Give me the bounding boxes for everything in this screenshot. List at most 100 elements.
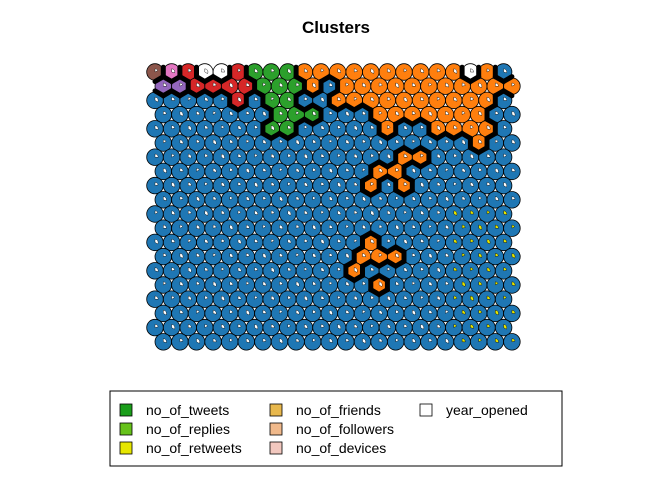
codebook-segment bbox=[478, 309, 483, 314]
codebook-segment bbox=[337, 238, 341, 243]
codebook-segment bbox=[204, 295, 209, 300]
codebook-segment bbox=[171, 295, 175, 300]
codebook-segment bbox=[154, 210, 159, 215]
codebook-segment bbox=[204, 96, 209, 102]
codebook-segment bbox=[229, 167, 234, 172]
codebook-segment bbox=[254, 153, 258, 158]
codebook-segment bbox=[188, 267, 192, 273]
cluster-boundary bbox=[384, 159, 399, 170]
codebook-segment bbox=[279, 309, 283, 314]
codebook-segment bbox=[403, 238, 408, 245]
cluster-boundaries bbox=[152, 64, 515, 298]
codebook-segment bbox=[254, 96, 258, 101]
codebook-segment bbox=[154, 68, 159, 73]
codebook-segment bbox=[271, 68, 275, 73]
codebook-segment bbox=[262, 309, 267, 314]
codebook-segment bbox=[295, 167, 300, 173]
codebook-segment bbox=[254, 324, 258, 330]
codebook-segment bbox=[154, 96, 159, 103]
codebook-segment bbox=[304, 125, 308, 130]
codebook-segment bbox=[179, 82, 184, 87]
codebook-segment bbox=[354, 96, 358, 101]
codebook-segment bbox=[229, 139, 234, 144]
som-units bbox=[146, 63, 521, 351]
codebook-segment bbox=[154, 267, 159, 272]
codebook-segment bbox=[163, 139, 167, 144]
codebook-segment bbox=[428, 196, 433, 201]
codebook-segment bbox=[486, 210, 491, 215]
codebook-segment bbox=[445, 224, 449, 230]
codebook-segment bbox=[304, 295, 308, 302]
codebook-segment bbox=[445, 111, 449, 115]
codebook-segment bbox=[312, 196, 316, 201]
codebook-segment bbox=[246, 139, 250, 144]
codebook-segment bbox=[412, 167, 416, 174]
codebook-segment bbox=[511, 82, 516, 87]
codebook-segment bbox=[470, 153, 474, 160]
codebook-segment bbox=[212, 139, 217, 145]
codebook-segment bbox=[387, 267, 391, 272]
codebook-segment bbox=[461, 224, 466, 229]
codebook-segment bbox=[370, 324, 374, 328]
codebook-segment bbox=[329, 196, 333, 201]
codebook-segment bbox=[320, 295, 325, 300]
codebook-segment bbox=[179, 111, 184, 117]
codebook-segment bbox=[337, 96, 341, 101]
codebook-segment bbox=[320, 125, 325, 130]
codebook-segment bbox=[511, 167, 516, 172]
codebook-segment bbox=[461, 167, 466, 173]
codebook-segment bbox=[470, 267, 474, 272]
codebook-segment bbox=[154, 295, 159, 300]
codebook-segment bbox=[428, 309, 433, 314]
codebook-segment bbox=[495, 196, 499, 201]
codebook-segment bbox=[362, 338, 366, 344]
codebook-segment bbox=[262, 196, 267, 201]
codebook-segment bbox=[387, 153, 391, 160]
codebook-segment bbox=[337, 267, 341, 272]
codebook-segment bbox=[486, 96, 491, 103]
codebook-segment bbox=[470, 125, 474, 130]
codebook-segment bbox=[271, 210, 275, 215]
codebook-segment bbox=[329, 111, 333, 115]
codebook-segment bbox=[511, 338, 516, 343]
legend-swatch bbox=[269, 422, 283, 436]
codebook-segment bbox=[312, 253, 317, 258]
codebook-segment bbox=[503, 267, 507, 272]
codebook-segment bbox=[387, 324, 391, 329]
codebook-segment bbox=[271, 96, 275, 101]
codebook-segment bbox=[495, 139, 499, 144]
cluster-boundary bbox=[368, 187, 382, 198]
codebook-segment bbox=[437, 210, 441, 215]
codebook-segment bbox=[229, 224, 234, 231]
codebook-segment bbox=[437, 153, 441, 159]
legend-swatch bbox=[119, 441, 133, 455]
codebook-segment bbox=[279, 253, 283, 257]
codebook-segment bbox=[345, 309, 350, 314]
codebook-segment bbox=[420, 68, 424, 74]
codebook-segment bbox=[196, 281, 200, 286]
codebook-segment bbox=[337, 125, 341, 130]
codebook-segment bbox=[171, 324, 175, 330]
codebook-segment bbox=[420, 182, 424, 188]
codebook-segment bbox=[403, 295, 408, 300]
codebook-segment bbox=[279, 281, 283, 286]
legend-swatch bbox=[419, 403, 433, 417]
codebook-segment bbox=[370, 210, 375, 216]
codebook-segment bbox=[312, 281, 317, 286]
codebook-segment bbox=[229, 253, 234, 258]
codebook-segment bbox=[470, 96, 474, 101]
codebook-segment bbox=[486, 153, 491, 158]
codebook-segment bbox=[320, 324, 325, 328]
codebook-segment bbox=[387, 295, 391, 302]
codebook-segment bbox=[262, 224, 267, 229]
codebook-segment bbox=[320, 96, 325, 103]
codebook-segment bbox=[212, 338, 217, 343]
codebook-segment bbox=[378, 309, 383, 315]
codebook-segment bbox=[486, 295, 491, 300]
codebook-segment bbox=[461, 253, 466, 257]
codebook-segment bbox=[395, 253, 400, 258]
legend-label: no_of_friends bbox=[296, 402, 381, 418]
codebook-segment bbox=[370, 238, 375, 244]
codebook-segment bbox=[196, 224, 200, 230]
codebook-segment bbox=[163, 111, 167, 115]
